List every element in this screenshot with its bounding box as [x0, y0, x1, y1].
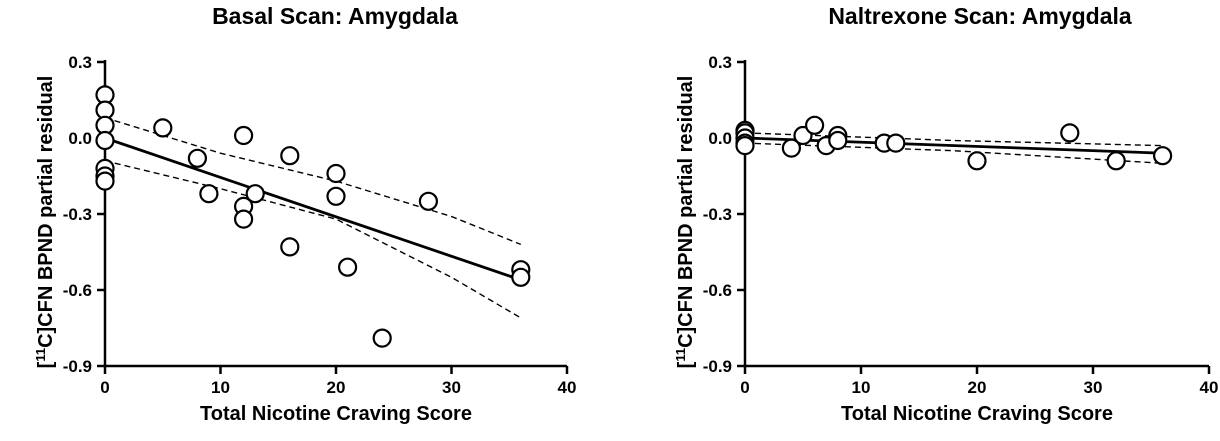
chart-1-y-tick-label: 0.0	[708, 129, 732, 148]
chart-0-y-tick-label: -0.6	[63, 281, 92, 300]
chart-1-title: Naltrexone Scan: Amygdala	[828, 3, 1132, 29]
chart-1-data-point	[781, 138, 802, 158]
chart-1-data-point	[804, 115, 825, 135]
chart-1-y-tick-label: -0.6	[703, 281, 732, 300]
chart-0-data-point	[234, 209, 254, 229]
chart-0-data-point	[95, 130, 115, 151]
chart-0-data-point	[326, 186, 346, 206]
chart-0-data-point	[187, 148, 207, 168]
chart-1-data-point	[1060, 123, 1080, 143]
chart-1-x-tick-label: 30	[1084, 378, 1103, 397]
chart-0-ci-lower	[104, 160, 522, 319]
chart-0-x-tick-label: 30	[442, 378, 461, 397]
chart-1-fit-line	[744, 136, 1163, 155]
chart-0-y-axis-label: [11C]CFN BPND partial residual	[33, 76, 58, 369]
chart-0-data-point	[280, 237, 300, 257]
chart-0-y-tick-label: 0.3	[68, 53, 92, 72]
chart-0-data-point	[245, 184, 265, 204]
chart-0-x-axis-label: Total Nicotine Craving Score	[200, 403, 472, 425]
chart-0-y-tick-label: -0.9	[63, 357, 92, 376]
chart-0-data-point	[153, 118, 173, 138]
chart-0-title: Basal Scan: Amygdala	[212, 3, 458, 29]
chart-1-x-axis-label: Total Nicotine Craving Score	[841, 403, 1113, 425]
chart-1-y-tick-label: 0.3	[708, 53, 732, 72]
chart-1-data-point	[828, 130, 848, 151]
chart-0-data-point	[234, 125, 254, 146]
chart-1-y-tick-label: -0.9	[703, 357, 732, 376]
chart-0-x-tick-label: 0	[100, 378, 109, 397]
chart-1-data-point	[735, 136, 755, 156]
chart-0-data-point	[280, 146, 300, 166]
chart-0-y-tick-label: -0.3	[63, 205, 92, 224]
chart-0-y-tick-label: 0.0	[68, 129, 92, 148]
chart-0-ci-upper	[104, 117, 522, 246]
chart-1-data-point	[967, 151, 987, 171]
chart-0-data-point	[511, 267, 531, 287]
chart-0-data-point	[338, 257, 358, 277]
chart-0-data-point	[326, 163, 346, 184]
chart-1-x-tick-label: 10	[852, 378, 871, 397]
chart-0-data-point	[199, 184, 219, 204]
chart-1-x-tick-label: 20	[968, 378, 987, 397]
chart-0-data-point	[372, 328, 392, 348]
chart-1-x-tick-label: 0	[740, 378, 749, 397]
chart-0-fit-line	[104, 136, 522, 282]
chart-1-y-axis-label: [11C]CFN BPND partial residual	[673, 76, 698, 369]
chart-1-data-point	[1106, 151, 1126, 171]
chart-1-y-tick-label: -0.3	[703, 205, 732, 224]
chart-0-x-tick-label: 10	[211, 378, 230, 397]
chart-0-x-tick-label: 20	[327, 378, 346, 397]
chart-1-x-tick-label: 40	[1200, 378, 1219, 397]
chart-0-data-point	[418, 191, 438, 211]
chart-0-x-tick-label: 40	[558, 378, 577, 397]
chart-1-data-point	[1152, 146, 1173, 166]
chart-0-data-point	[95, 171, 115, 191]
chart-1-data-point	[886, 133, 906, 153]
